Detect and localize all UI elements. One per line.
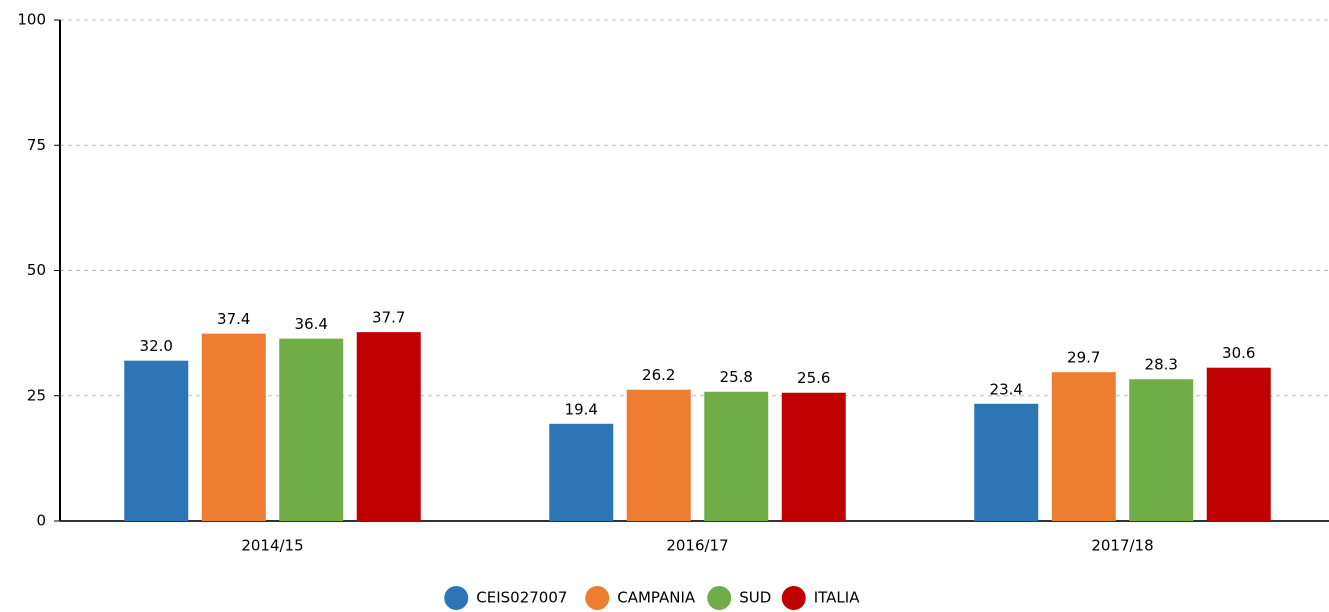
bar	[356, 332, 421, 521]
bar	[1206, 367, 1271, 521]
data-label: 23.4	[990, 380, 1023, 398]
data-label: 28.3	[1145, 356, 1178, 374]
legend-swatch	[781, 586, 806, 610]
data-label: 26.2	[642, 366, 675, 384]
bar	[279, 338, 344, 521]
data-label: 37.7	[372, 309, 405, 327]
y-tick-label: 75	[27, 136, 46, 154]
data-label: 32.0	[140, 337, 173, 355]
x-tick-label: 2014/15	[241, 537, 303, 555]
data-label: 29.7	[1067, 349, 1100, 367]
legend-label: ITALIA	[814, 589, 860, 607]
y-tick-label: 100	[17, 11, 46, 29]
legend-swatch	[585, 586, 610, 610]
bar	[704, 391, 769, 521]
y-tick-label: 25	[27, 386, 46, 404]
data-label: 30.6	[1222, 344, 1255, 362]
x-tick-label: 2017/18	[1091, 537, 1153, 555]
x-tick-label: 2016/17	[666, 537, 728, 555]
data-label: 25.6	[797, 369, 830, 387]
data-label: 25.8	[720, 368, 753, 386]
bar	[201, 333, 266, 521]
data-label: 19.4	[565, 400, 598, 418]
bar	[974, 403, 1039, 521]
bar	[626, 389, 691, 521]
legend-label: SUD	[739, 589, 771, 607]
data-label: 37.4	[217, 310, 250, 328]
legend-swatch	[707, 586, 732, 610]
legend-swatch	[444, 586, 469, 610]
bar	[549, 423, 614, 521]
bar	[781, 392, 846, 521]
legend-label: CEIS027007	[476, 589, 567, 607]
bar	[124, 360, 189, 521]
bar	[1051, 372, 1116, 521]
y-tick-label: 0	[36, 512, 46, 530]
y-tick-label: 50	[27, 261, 46, 279]
legend-label: CAMPANIA	[617, 589, 696, 607]
data-label: 36.4	[295, 315, 328, 333]
bar	[1129, 379, 1194, 521]
